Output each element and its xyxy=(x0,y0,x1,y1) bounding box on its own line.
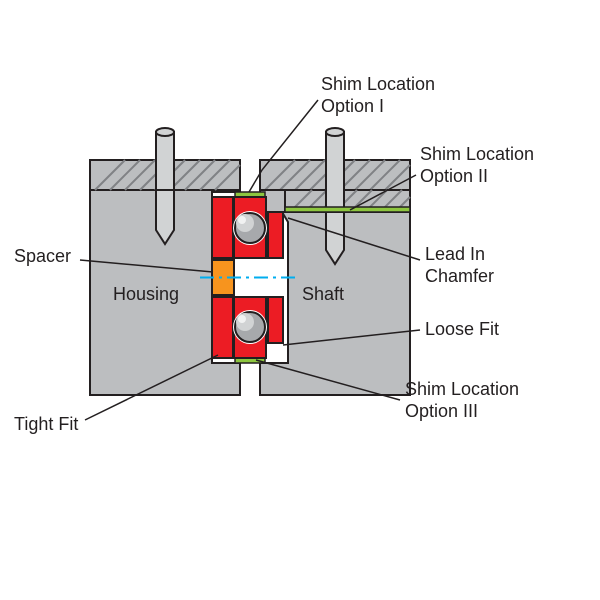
label-shim2-b: Option II xyxy=(420,166,488,186)
label-shim1-b: Option I xyxy=(321,96,384,116)
label-leadin-b: Chamfer xyxy=(425,266,494,286)
label-housing: Housing xyxy=(113,284,179,304)
dowel-pin-right xyxy=(326,128,344,264)
label-tight: Tight Fit xyxy=(14,414,78,434)
label-shaft: Shaft xyxy=(302,284,344,304)
label-shim2-a: Shim Location xyxy=(420,144,534,164)
dowel-pin-left xyxy=(156,128,174,244)
label-shim3-b: Option III xyxy=(405,401,478,421)
label-spacer: Spacer xyxy=(14,246,71,266)
label-loose: Loose Fit xyxy=(425,319,499,339)
shim-option-2 xyxy=(285,207,410,212)
bearing-cross-section-diagram: Shim Location Option I Shim Location Opt… xyxy=(0,0,600,600)
label-leadin-a: Lead In xyxy=(425,244,485,264)
label-shim1-a: Shim Location xyxy=(321,74,435,94)
label-shim3-a: Shim Location xyxy=(405,379,519,399)
